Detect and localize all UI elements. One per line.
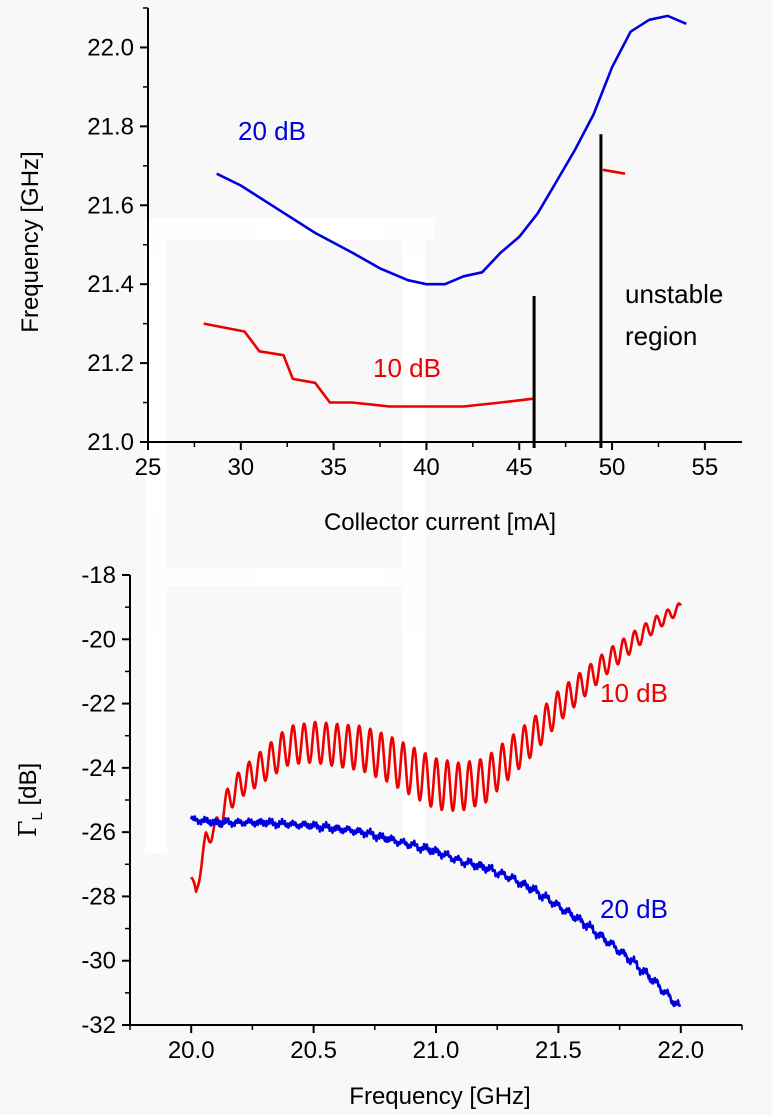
top-x-tick-label: 50 [599,454,626,481]
bottom-y-tick-label: -24 [81,755,116,782]
top-x-tick-label: 40 [413,454,440,481]
chart-bottom-x-axis-title: Frequency [GHz] [349,1083,530,1110]
top-x-tick-label: 30 [227,454,254,481]
top-y-tick-label: 21.4 [87,271,134,298]
bottom-y-tick-label: -20 [81,626,116,653]
bottom-series-line-20db [189,815,682,1008]
bottom-x-tick-label: 20.0 [168,1037,215,1064]
top-series-line-20db [216,14,687,286]
annotation-20db-top: 20 dB [238,116,306,146]
top-x-tick-label: 35 [320,454,347,481]
top-series-line-10db [602,168,626,175]
bottom-y-tick-label: -18 [81,562,116,589]
chart-top-axes: 25 30 35 40 45 50 55 21.0 21.2 21.4 21.6 21.8 22.0 [87,7,742,481]
bottom-y-tick-label: -32 [81,1012,116,1039]
bottom-x-tick-label: 21.0 [413,1037,460,1064]
bottom-x-tick-label: 22.0 [657,1037,704,1064]
bottom-y-tick-label: -22 [81,691,116,718]
chart-top-y-axis-title: Frequency [GHz] [17,151,44,332]
bottom-x-tick-label: 20.5 [290,1037,337,1064]
annotation-unstable: unstable [625,279,723,309]
top-y-tick-label: 21.2 [87,350,134,377]
chart-top-x-axis-title: Collector current [mA] [324,509,556,536]
annotation-region: region [625,321,697,351]
annotation-20db-bottom: 20 dB [600,894,668,924]
top-series-line-10db [203,322,535,408]
top-y-tick-label: 21.8 [87,113,134,140]
top-y-tick-label: 21.6 [87,192,134,219]
top-x-tick-label: 25 [135,454,162,481]
chart-bottom-y-axis-title: ΓL [dB] [14,763,46,837]
bottom-x-tick-label: 21.5 [535,1037,582,1064]
chart-bottom-gamma-vs-frequency: 20.0 20.5 21.0 21.5 22.0 -32 -30 -28 -26 -24 -22 -2… [14,562,743,1110]
bottom-y-tick-label: -30 [81,948,116,975]
bottom-series-line-10db [190,602,682,893]
annotation-10db-top: 10 dB [373,353,441,383]
bottom-y-tick-label: -28 [81,883,116,910]
top-x-tick-label: 55 [692,454,719,481]
chart-top-frequency-vs-current: 25 30 35 40 45 50 55 21.0 21.2 21.4 21.6 21.8 22.0 C… [17,7,742,536]
svg-text:ΓL [dB]: ΓL [dB] [14,763,46,837]
chart-top-plot-area [203,14,687,448]
top-y-tick-label: 22.0 [87,34,134,61]
top-y-tick-label: 21.0 [87,429,134,456]
top-x-tick-label: 45 [506,454,533,481]
chart-bottom-plot-area [189,602,682,1008]
bottom-y-tick-label: -26 [81,819,116,846]
chart-bottom-axes: 20.0 20.5 21.0 21.5 22.0 -32 -30 -28 -26 -24 -22 -2… [81,562,743,1064]
annotation-10db-bottom: 10 dB [600,678,668,708]
watermark-logo [145,218,435,853]
